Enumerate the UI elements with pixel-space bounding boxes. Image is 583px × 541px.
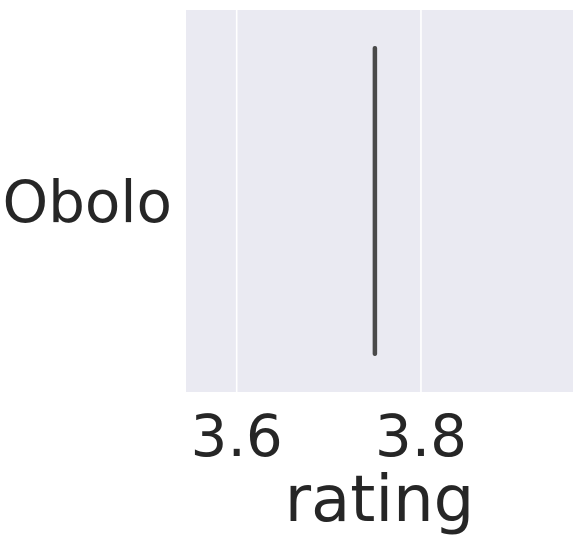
- x-tick-labels: 3.6 3.8: [191, 402, 468, 470]
- category-labels: Obolo: [2, 168, 172, 236]
- x-tick-label: 3.6: [191, 402, 283, 470]
- category-label: Obolo: [2, 168, 172, 236]
- plot-area: [186, 10, 573, 392]
- x-tick-label: 3.8: [375, 402, 467, 470]
- x-axis-label: rating: [285, 463, 475, 537]
